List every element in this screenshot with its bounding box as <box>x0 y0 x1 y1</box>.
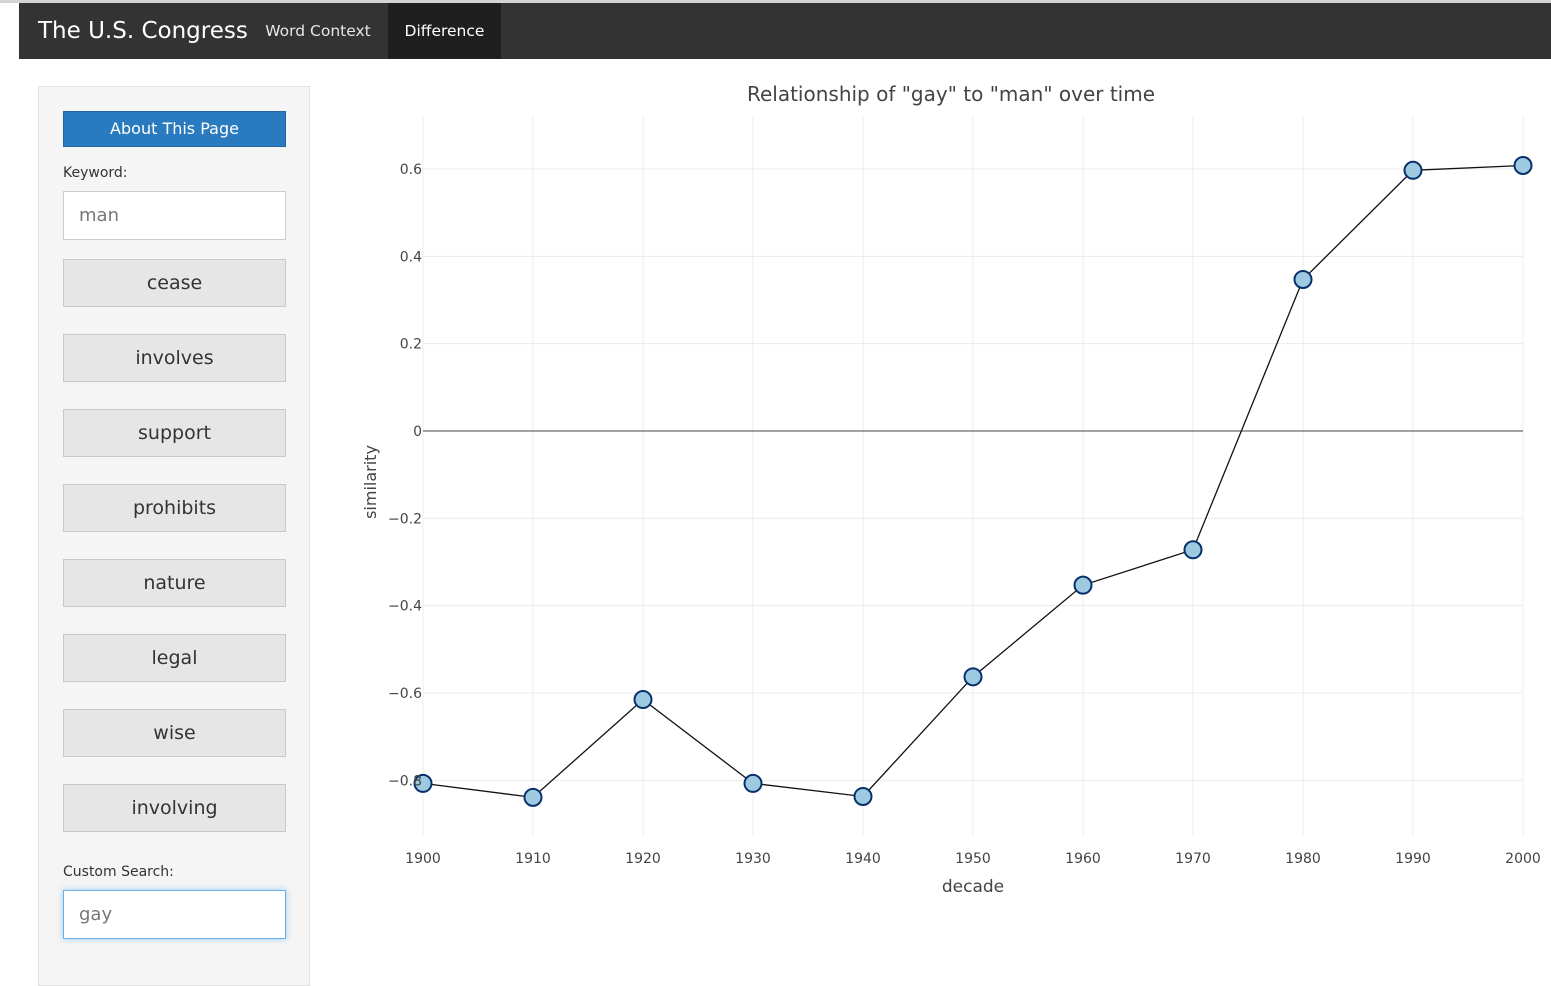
keyword-label: Keyword: <box>63 165 128 181</box>
data-point[interactable] <box>853 786 873 806</box>
sidebar-panel: About This Page Keyword: man cease invol… <box>38 86 310 986</box>
chart-labels: 1900 1910 1920 1930 1940 1950 1960 1970 1980 1990… <box>388 162 1541 867</box>
data-point[interactable] <box>1183 540 1203 560</box>
data-point[interactable] <box>523 787 543 807</box>
x-tick-label: 2000 <box>1505 851 1541 867</box>
data-point[interactable] <box>413 773 433 793</box>
word-button-involves[interactable]: involves <box>63 334 286 382</box>
data-point[interactable] <box>1293 269 1313 289</box>
word-button-involving[interactable]: involving <box>63 784 286 832</box>
word-button-prohibits[interactable]: prohibits <box>63 484 286 532</box>
y-tick-label: 0 <box>413 424 422 440</box>
custom-search-label: Custom Search: <box>63 864 174 880</box>
word-button-nature[interactable]: nature <box>63 559 286 607</box>
word-button-legal[interactable]: legal <box>63 634 286 682</box>
chart-grid <box>422 117 1524 835</box>
data-point[interactable] <box>1073 575 1093 595</box>
data-point[interactable] <box>1403 160 1423 180</box>
x-tick-label: 1910 <box>515 851 551 867</box>
y-tick-label: 0.4 <box>400 249 422 265</box>
word-button-wise[interactable]: wise <box>63 709 286 757</box>
window-top-edge <box>0 0 1551 3</box>
data-point[interactable] <box>633 690 653 710</box>
tab-word-context[interactable]: Word Context <box>265 22 371 40</box>
about-this-page-button[interactable]: About This Page <box>63 111 286 147</box>
x-tick-label: 1900 <box>405 851 441 867</box>
navbar: The U.S. Congress Word Context Differenc… <box>19 3 1551 59</box>
x-tick-label: 1950 <box>955 851 991 867</box>
y-tick-label: −0.6 <box>388 686 422 702</box>
y-tick-label: −0.2 <box>388 511 422 527</box>
keyword-input[interactable]: man <box>63 191 286 240</box>
brand-title[interactable]: The U.S. Congress <box>38 18 248 44</box>
word-button-cease[interactable]: cease <box>63 259 286 307</box>
x-tick-label: 1940 <box>845 851 881 867</box>
chart-points <box>413 156 1533 807</box>
y-tick-label: 0.6 <box>400 162 422 178</box>
x-tick-label: 1920 <box>625 851 661 867</box>
x-tick-label: 1970 <box>1175 851 1211 867</box>
x-tick-label: 1980 <box>1285 851 1321 867</box>
x-axis-label: decade <box>942 877 1004 897</box>
y-axis-label: similarity <box>361 445 380 519</box>
data-point[interactable] <box>1513 156 1533 176</box>
x-tick-label: 1960 <box>1065 851 1101 867</box>
y-tick-label: −0.8 <box>388 773 422 789</box>
word-button-support[interactable]: support <box>63 409 286 457</box>
custom-search-input[interactable]: gay <box>63 890 286 939</box>
y-tick-label: −0.4 <box>388 599 422 615</box>
chart-title: Relationship of "gay" to "man" over time <box>747 82 1155 106</box>
x-tick-label: 1990 <box>1395 851 1431 867</box>
tab-difference[interactable]: Difference <box>388 3 501 59</box>
x-tick-label: 1930 <box>735 851 771 867</box>
data-point[interactable] <box>963 667 983 687</box>
data-point[interactable] <box>743 773 763 793</box>
y-tick-label: 0.2 <box>400 337 422 353</box>
